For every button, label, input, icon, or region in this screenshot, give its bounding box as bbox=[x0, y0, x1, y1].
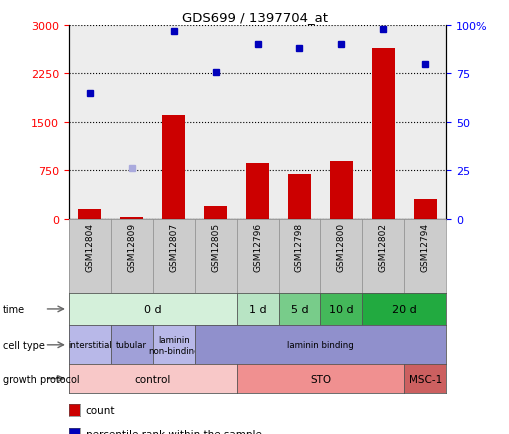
Text: laminin
non-binding: laminin non-binding bbox=[148, 335, 199, 355]
Bar bbox=[278, 26, 320, 219]
Text: 1 d: 1 d bbox=[248, 304, 266, 314]
Bar bbox=[78, 210, 101, 219]
Bar bbox=[320, 26, 362, 219]
Bar bbox=[110, 26, 152, 219]
Text: growth protocol: growth protocol bbox=[3, 374, 79, 384]
Bar bbox=[204, 206, 227, 219]
Bar bbox=[120, 217, 143, 219]
Text: 20 d: 20 d bbox=[391, 304, 416, 314]
Text: time: time bbox=[3, 304, 24, 314]
Text: GSM12809: GSM12809 bbox=[127, 222, 136, 271]
Text: interstitial: interstitial bbox=[68, 341, 111, 349]
Text: cell type: cell type bbox=[3, 340, 44, 350]
Bar bbox=[194, 26, 236, 219]
Bar bbox=[329, 161, 352, 219]
Text: 10 d: 10 d bbox=[328, 304, 353, 314]
Text: GSM12804: GSM12804 bbox=[85, 222, 94, 271]
Bar bbox=[162, 116, 185, 219]
Bar bbox=[152, 26, 194, 219]
Text: 0 d: 0 d bbox=[144, 304, 161, 314]
Text: GSM12807: GSM12807 bbox=[169, 222, 178, 271]
Text: GSM12798: GSM12798 bbox=[294, 222, 303, 271]
Text: GSM12802: GSM12802 bbox=[378, 222, 387, 271]
Bar bbox=[69, 26, 110, 219]
Bar bbox=[404, 26, 445, 219]
Text: GSM12800: GSM12800 bbox=[336, 222, 345, 271]
Text: tubular: tubular bbox=[116, 341, 147, 349]
Text: GDS699 / 1397704_at: GDS699 / 1397704_at bbox=[182, 11, 327, 24]
Bar bbox=[371, 49, 394, 219]
Text: percentile rank within the sample: percentile rank within the sample bbox=[86, 429, 261, 434]
Text: STO: STO bbox=[309, 374, 330, 384]
Bar bbox=[245, 163, 269, 219]
Bar bbox=[288, 174, 310, 219]
Text: GSM12794: GSM12794 bbox=[420, 222, 429, 271]
Text: laminin binding: laminin binding bbox=[287, 341, 353, 349]
Text: control: control bbox=[134, 374, 171, 384]
Text: MSC-1: MSC-1 bbox=[408, 374, 441, 384]
Text: count: count bbox=[86, 405, 115, 415]
Bar bbox=[362, 26, 404, 219]
Text: 5 d: 5 d bbox=[290, 304, 308, 314]
Bar bbox=[413, 200, 436, 219]
Text: GSM12796: GSM12796 bbox=[252, 222, 262, 271]
Text: GSM12805: GSM12805 bbox=[211, 222, 220, 271]
Bar bbox=[236, 26, 278, 219]
